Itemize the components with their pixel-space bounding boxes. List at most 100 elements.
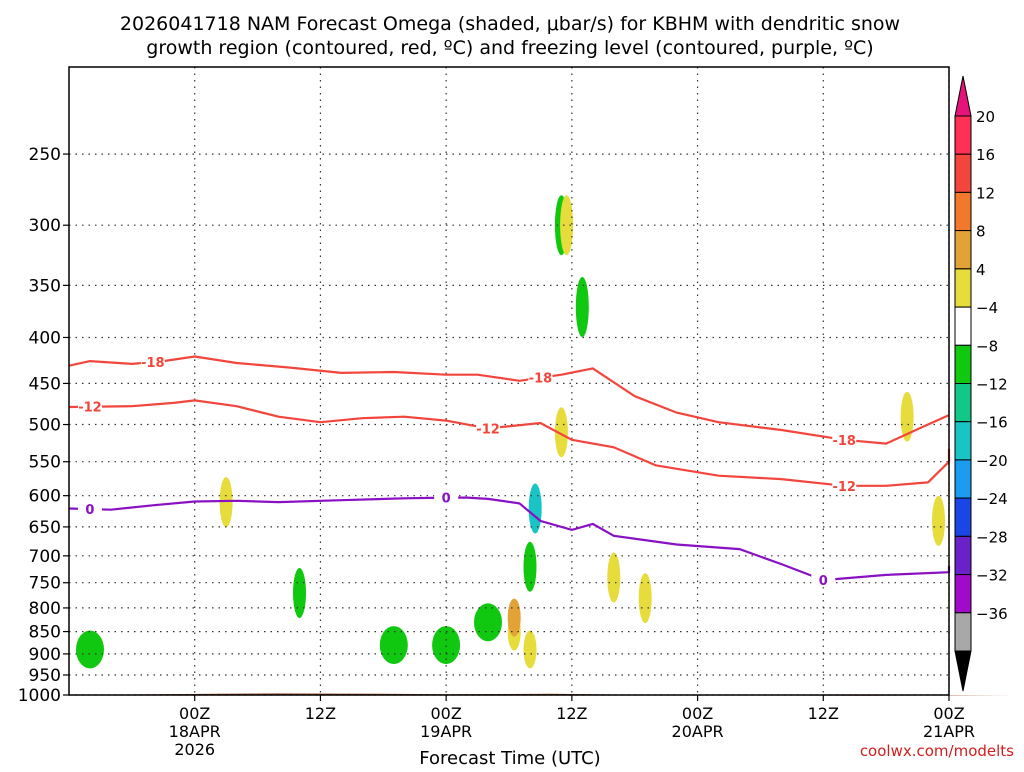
colorbar-label: −20	[976, 452, 1008, 470]
colorbar-label: −24	[976, 490, 1008, 508]
colorbar-swatch	[954, 306, 972, 346]
colorbar-swatch	[954, 421, 972, 461]
omega-shaded-2-4	[560, 195, 574, 256]
contour-label: -12	[78, 401, 102, 416]
colorbar-swatch	[954, 459, 972, 499]
colorbar-swatch	[954, 191, 972, 232]
colorbar-swatch	[954, 268, 972, 308]
x-tick-label: 12Z	[305, 704, 336, 723]
contour-label: -18	[529, 372, 553, 387]
y-tick-label: 350	[29, 276, 61, 296]
colorbar-label: 4	[976, 261, 986, 279]
y-tick-label: 650	[29, 518, 61, 538]
omega-shaded-0-3	[432, 626, 461, 665]
omega-shaded-2-0	[219, 477, 233, 528]
y-tick-label: 300	[29, 216, 61, 236]
x-tick-label: 18APR	[169, 722, 221, 741]
x-tick-label: 12Z	[808, 704, 839, 723]
plot-area: -18 -18 -18 -12 -12 -12 0 0 0 250 300 350 400 450 500 5…	[18, 66, 1012, 759]
y-tick-label: 1000	[18, 686, 61, 706]
contour-label-bg	[140, 354, 165, 370]
x-tick-label: 12Z	[556, 704, 587, 723]
omega-shaded-2-3	[554, 407, 568, 458]
omega-shaded-2-2	[523, 630, 537, 669]
omega-shaded-0-1	[293, 568, 306, 618]
contour-label: 0	[85, 503, 94, 518]
x-tick-label: 00Z	[682, 704, 713, 723]
colorbar-label: −32	[976, 567, 1008, 585]
omega-shaded-1-0	[528, 483, 542, 534]
colorbar-label: −4	[976, 299, 998, 317]
colorbar-label: −8	[976, 337, 998, 355]
contour-label: 0	[819, 574, 828, 589]
x-axis-label: Forecast Time (UTC)	[419, 748, 600, 768]
y-tick-label: 550	[29, 453, 61, 473]
x-tick-label: 20APR	[672, 722, 724, 741]
y-tick-label: 850	[29, 623, 61, 643]
omega-shaded-2-6	[638, 573, 652, 624]
contour-label-bg	[77, 398, 102, 414]
omega-shaded-0-5	[523, 541, 537, 592]
colorbar-swatch	[954, 612, 972, 652]
colorbar-swatch	[954, 230, 972, 270]
contour-line-0	[68, 355, 950, 445]
contour-label: -12	[476, 422, 500, 437]
contour-label: -12	[832, 480, 856, 495]
colorbar-label: 20	[976, 108, 995, 126]
y-tick-label: 500	[29, 416, 61, 436]
y-tick-label: 800	[29, 599, 61, 619]
colorbar-swatch	[954, 497, 972, 537]
colorbar-swatch	[954, 535, 972, 576]
omega-shaded-0-7	[575, 277, 589, 337]
colorbar: 20 16 12 8 4 −4 −8 −12 −16 −20 −24 −28 −32 −36	[954, 75, 1008, 692]
contour-label-bg	[832, 431, 857, 447]
omega-shaded-0-4	[474, 603, 502, 642]
contour-label-bg	[77, 501, 102, 517]
colorbar-swatch	[954, 115, 972, 155]
colorbar-bottom-arrow	[954, 650, 972, 692]
colorbar-label: −28	[976, 528, 1008, 546]
x-tick-label: 21APR	[923, 722, 975, 741]
contour-label: 0	[442, 492, 451, 507]
contour-label-bg	[832, 477, 857, 493]
omega-shaded-0-0	[76, 630, 104, 669]
y-tick-label: 400	[29, 328, 61, 348]
y-tick-label: 950	[29, 666, 61, 686]
contour-line-1	[68, 399, 951, 487]
x-tick-label: 00Z	[179, 704, 210, 723]
y-tick-label: 450	[29, 374, 61, 394]
colorbar-label: −16	[976, 414, 1008, 432]
omega-shaded-2-5	[607, 552, 621, 603]
plot-frame	[68, 66, 950, 696]
x-tick-label: 19APR	[420, 722, 472, 741]
colorbar-swatch	[954, 574, 972, 614]
x-tick-label: 2026	[174, 740, 215, 759]
colorbar-label: 12	[976, 184, 995, 202]
colorbar-label: 8	[976, 223, 986, 241]
contour-label: -18	[832, 434, 856, 449]
colorbar-swatch	[954, 344, 972, 384]
omega-shaded-2-8	[932, 495, 945, 546]
colorbar-label: −12	[976, 376, 1008, 394]
colorbar-top-arrow	[954, 75, 972, 117]
omega-shaded-3-0	[507, 598, 521, 637]
omega-shaded-0-2	[379, 626, 408, 665]
contour-label-bg	[811, 572, 836, 588]
y-tick-label: 700	[29, 547, 61, 567]
credit-label: coolwx.com/modelts	[860, 742, 1014, 760]
x-tick-label: 00Z	[933, 704, 964, 723]
contour-label-bg	[434, 489, 459, 505]
contour-label-bg	[476, 420, 501, 436]
omega-shaded-2-7	[900, 391, 914, 442]
y-tick-label: 600	[29, 487, 61, 507]
y-tick-label: 250	[29, 145, 61, 165]
contour-label: -18	[141, 356, 165, 371]
colorbar-label: 16	[976, 146, 995, 164]
y-tick-label: 750	[29, 574, 61, 594]
colorbar-label: −36	[976, 605, 1008, 623]
contour-label-bg	[528, 369, 553, 385]
chart-title-line1: 2026041718 NAM Forecast Omega (shaded, μ…	[120, 13, 900, 35]
y-tick-label: 900	[29, 645, 61, 665]
